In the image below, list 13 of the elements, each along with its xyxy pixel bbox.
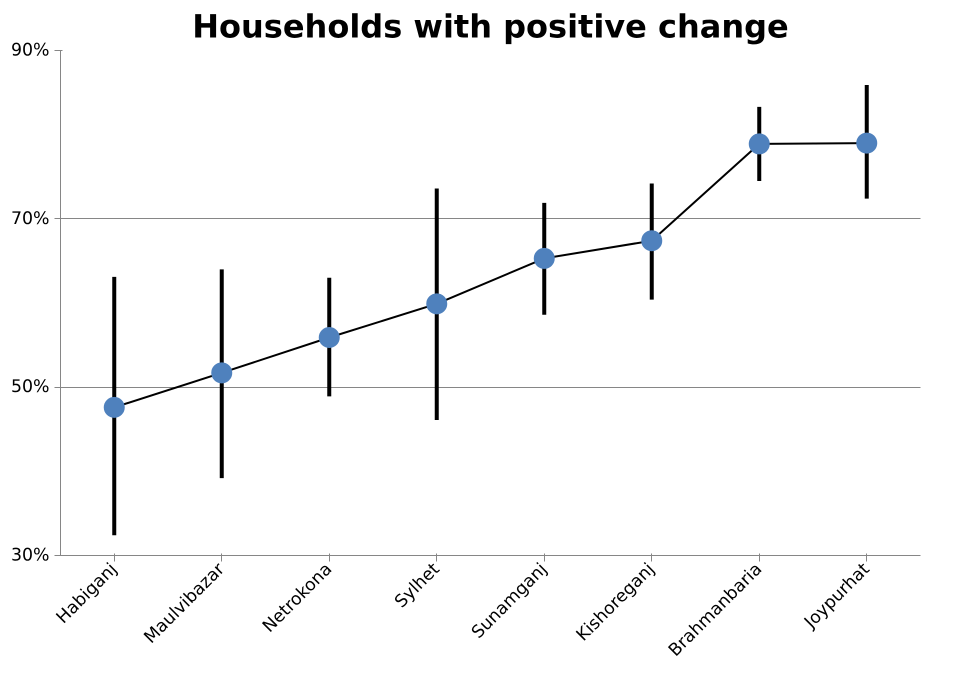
y-tick-label: 50%: [10, 377, 50, 398]
point: [534, 248, 555, 269]
point: [856, 132, 878, 154]
y-tick-label: 70%: [10, 208, 50, 229]
point: [641, 230, 662, 252]
point: [748, 133, 770, 154]
point: [211, 362, 232, 384]
chart-title: Households with positive change: [192, 8, 789, 46]
y-tick-label: 30%: [10, 546, 50, 566]
point: [318, 327, 340, 348]
point: [426, 293, 448, 314]
point: [104, 396, 125, 418]
y-tick-label: 90%: [10, 40, 50, 60]
